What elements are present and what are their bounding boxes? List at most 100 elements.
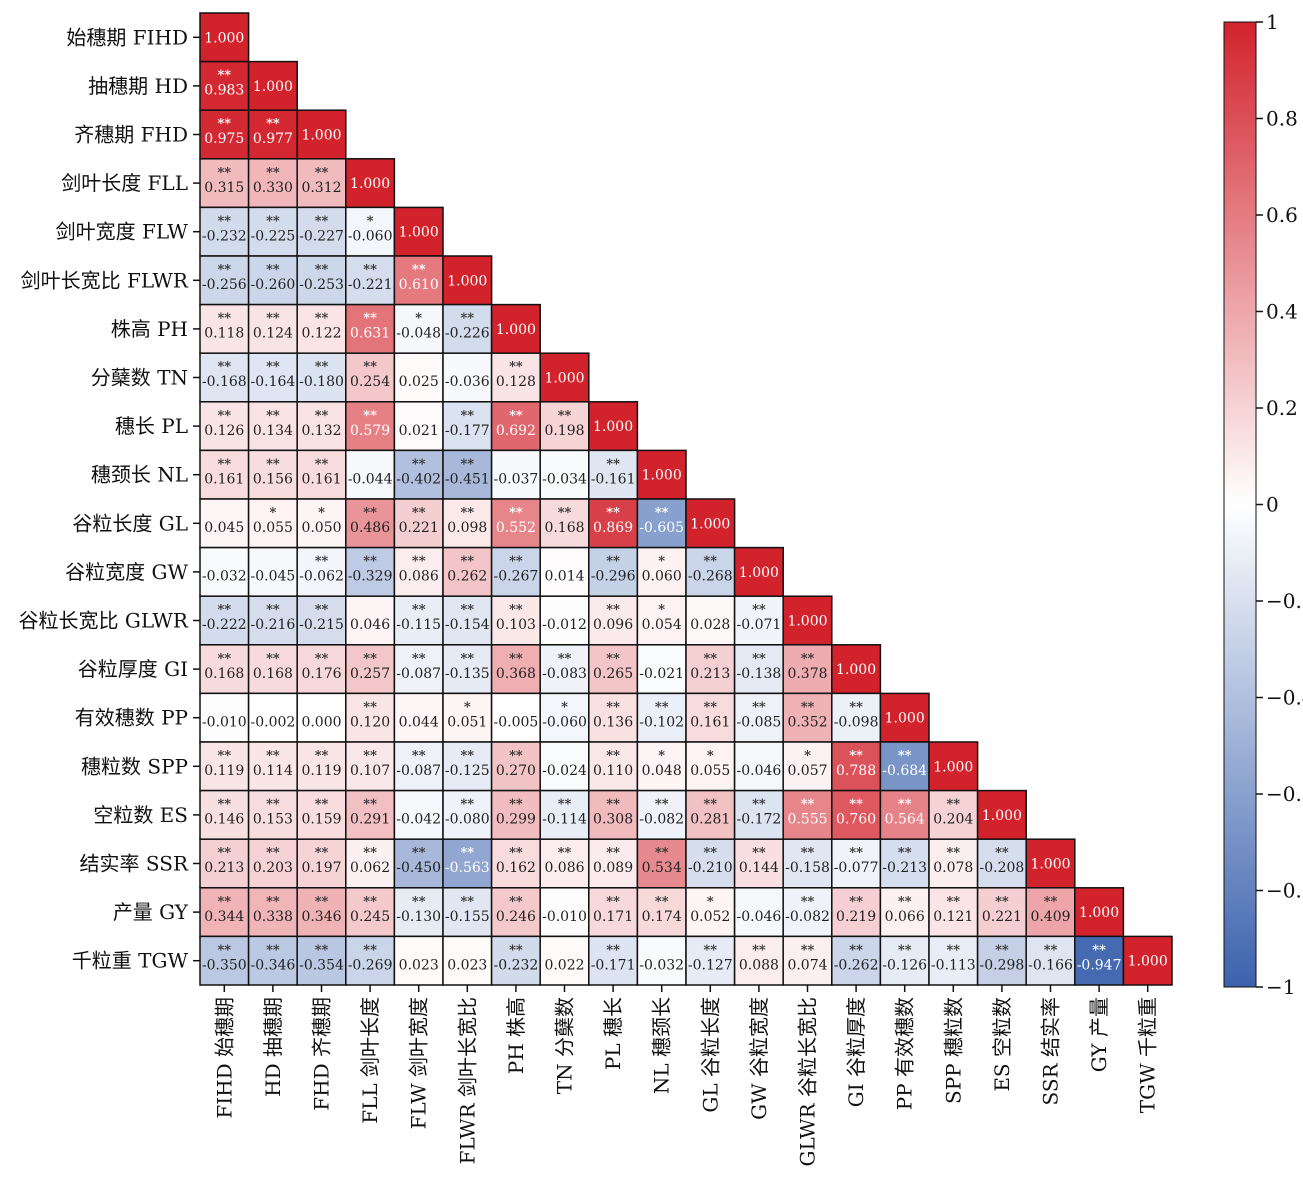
cell-rect	[345, 595, 396, 646]
heatmap-cell: 1.000	[1122, 935, 1173, 986]
heatmap-cell: -0.269**	[345, 935, 396, 986]
heatmap-cell: -0.226**	[442, 303, 493, 354]
cell-value: -0.077	[834, 860, 879, 876]
heatmap-cell: 0.120**	[345, 692, 396, 743]
cell-significance: **	[217, 943, 231, 958]
column-label: NL 穗颈长	[650, 997, 674, 1094]
cell-rect	[442, 449, 493, 500]
cell-significance: **	[217, 262, 231, 277]
row-label: 产量 GY	[113, 900, 189, 924]
row-label: 剑叶长宽比 FLWR	[21, 268, 189, 292]
cell-significance: **	[898, 748, 912, 763]
cell-value: -0.032	[639, 957, 684, 973]
heatmap-cell: -0.032	[199, 546, 250, 597]
cell-rect	[588, 838, 639, 889]
cell-rect	[588, 741, 639, 792]
cell-rect	[345, 158, 396, 209]
cell-significance: **	[995, 943, 1009, 958]
heatmap-cell: -0.256**	[199, 255, 250, 306]
cell-value: 0.022	[544, 957, 584, 973]
colorbar-tick-label: −0.6	[1266, 782, 1303, 806]
cell-rect	[685, 546, 736, 597]
cell-value: 1.000	[836, 662, 876, 678]
cell-value: 0.045	[204, 520, 244, 536]
cell-significance: **	[655, 797, 669, 812]
heatmap-cell: -0.060*	[539, 692, 590, 743]
cell-rect	[296, 789, 347, 840]
cell-value: -0.213	[882, 860, 927, 876]
cell-value: -0.210	[688, 860, 733, 876]
cell-significance: **	[995, 846, 1009, 861]
cell-significance: **	[315, 457, 329, 472]
row-label: 穗颈长 NL	[91, 463, 188, 487]
heatmap-cell: 0.564**	[879, 789, 930, 840]
heatmap-cell: -0.215**	[296, 595, 347, 646]
cell-significance: **	[363, 408, 377, 423]
heatmap-cell: -0.262**	[831, 935, 882, 986]
heatmap-cell: 0.291**	[345, 789, 396, 840]
cell-value: 0.168	[544, 520, 584, 536]
heatmap-cell: 1.000	[393, 206, 444, 257]
cell-significance: **	[606, 554, 620, 569]
heatmap-cell: 0.066**	[879, 887, 930, 938]
cell-value: -0.208	[979, 860, 1024, 876]
heatmap-cell: -0.213**	[879, 838, 930, 889]
cell-value: 0.245	[350, 909, 390, 925]
cell-significance: **	[801, 943, 815, 958]
cell-rect	[539, 644, 590, 695]
cell-value: 1.000	[204, 30, 244, 46]
column-label: FHD 齐穗期	[310, 997, 334, 1111]
cell-rect	[247, 158, 298, 209]
row-labels: 始穗期 FIHD 抽穗期 HD 齐穗期 FHD 剑叶长度 FLL 剑叶宽度 FLW 剑叶长…	[19, 25, 200, 973]
cell-rect	[539, 838, 590, 889]
cell-value: 0.044	[399, 714, 439, 730]
cell-value: -0.080	[445, 812, 490, 828]
cell-value: -0.046	[736, 763, 781, 779]
cell-value: -0.024	[542, 763, 587, 779]
cell-significance: **	[266, 408, 280, 423]
cell-value: -0.087	[396, 666, 441, 682]
cell-value: 0.050	[301, 520, 341, 536]
heatmap-cell: 0.089**	[588, 838, 639, 889]
cell-value: -0.034	[542, 471, 587, 487]
cell-rect	[490, 692, 541, 743]
cell-value: 0.161	[690, 714, 730, 730]
cell-value: -0.114	[542, 812, 587, 828]
cell-rect	[345, 935, 396, 986]
cell-significance: **	[509, 603, 523, 618]
heatmap-cell: 0.048*	[636, 741, 687, 792]
cell-significance: **	[849, 797, 863, 812]
cell-value: 0.119	[204, 763, 244, 779]
cell-significance: **	[412, 505, 426, 520]
heatmap-cell: 1.000	[685, 498, 736, 549]
cell-value: 0.161	[204, 471, 244, 487]
heatmap-cell: -0.171**	[588, 935, 639, 986]
cell-value: 0.213	[690, 666, 730, 682]
cell-value: 0.028	[690, 617, 730, 633]
heatmap-cell: 0.159**	[296, 789, 347, 840]
cell-rect	[442, 741, 493, 792]
heatmap-cell: -0.450**	[393, 838, 444, 889]
cell-value: 0.086	[399, 569, 439, 585]
heatmap-cell: -0.046	[733, 741, 784, 792]
cell-value: -0.036	[445, 374, 490, 390]
cell-significance: **	[412, 262, 426, 277]
heatmap-cell: 0.198**	[539, 401, 590, 452]
cell-rect	[199, 498, 250, 549]
cell-significance: **	[315, 311, 329, 326]
cell-significance: **	[460, 408, 474, 423]
cell-rect	[976, 935, 1027, 986]
heatmap-cell: -0.267**	[490, 546, 541, 597]
cell-rect	[539, 546, 590, 597]
cell-rect	[588, 401, 639, 452]
cell-significance: **	[412, 846, 426, 861]
cell-rect	[345, 498, 396, 549]
heatmap-cell: -0.296**	[588, 546, 639, 597]
heatmap-cell: 0.136**	[588, 692, 639, 743]
cell-significance: **	[315, 748, 329, 763]
cell-value: -0.346	[250, 957, 295, 973]
cell-significance: **	[509, 408, 523, 423]
heatmap-cell: 0.014	[539, 546, 590, 597]
heatmap-cell: 0.146**	[199, 789, 250, 840]
cell-rect	[539, 352, 590, 403]
